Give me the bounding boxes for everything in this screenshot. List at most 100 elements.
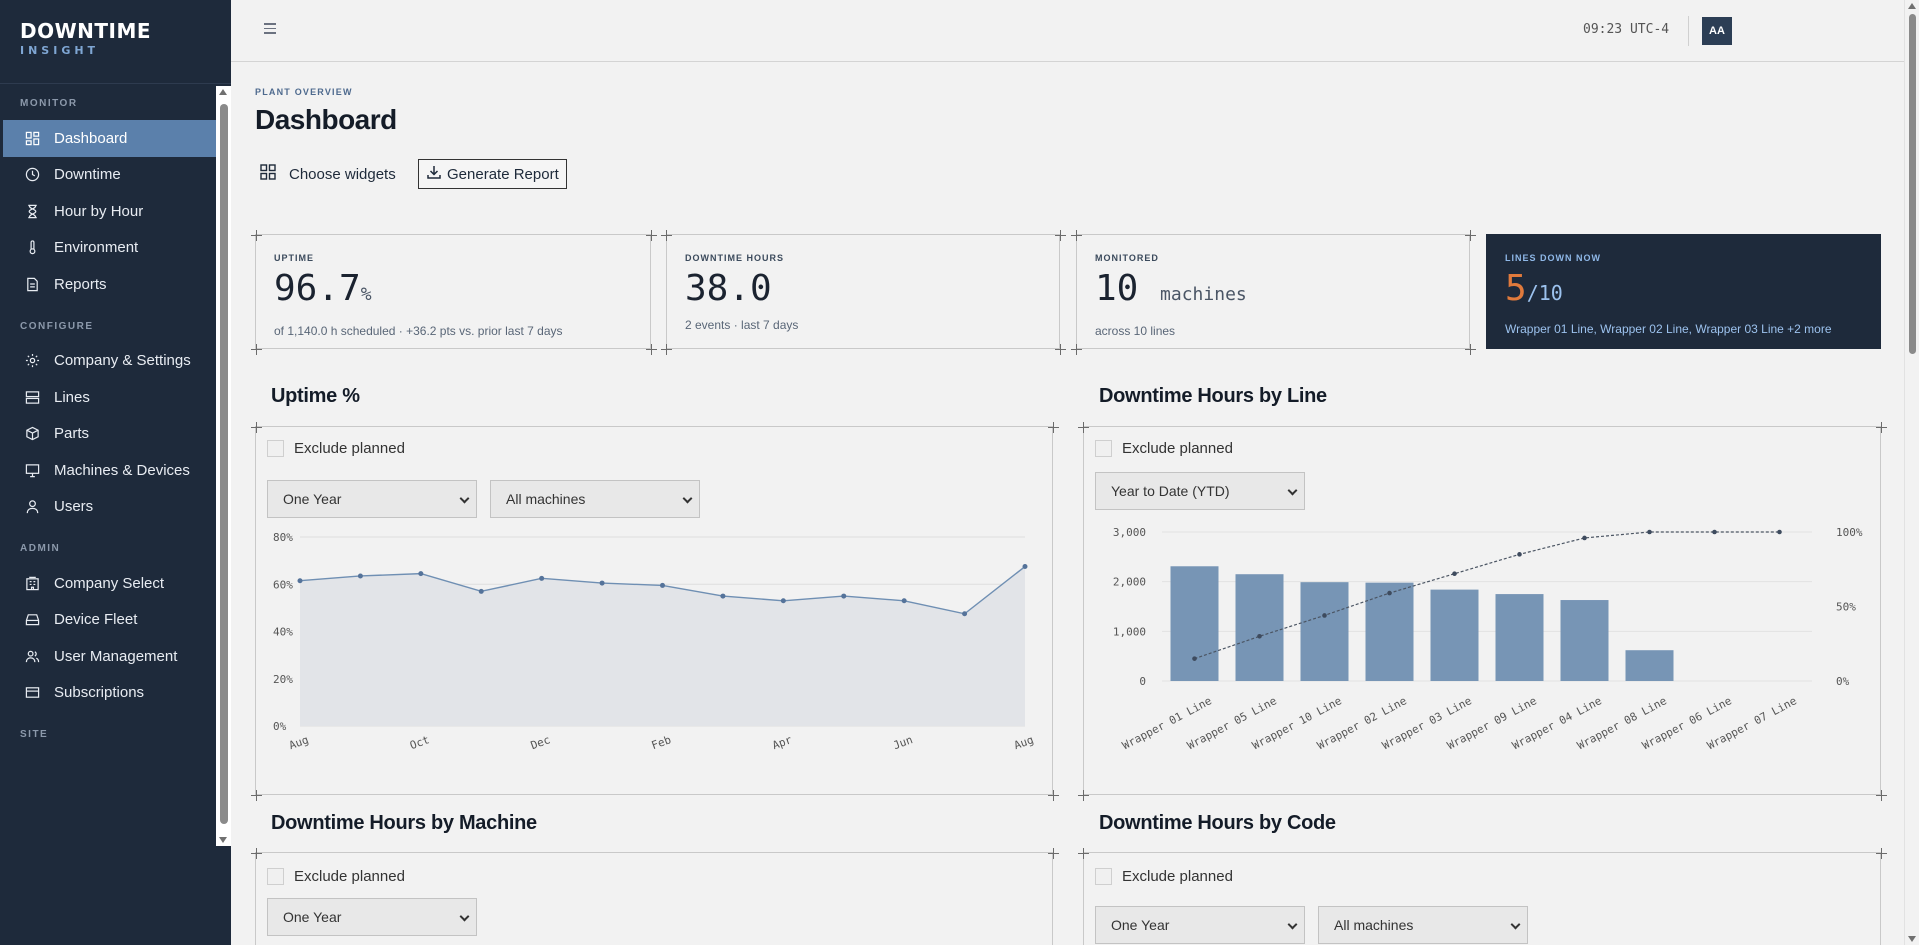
building-icon [24, 575, 40, 591]
data-point [297, 578, 303, 584]
page-eyebrow: PLANT OVERVIEW [255, 87, 353, 97]
choose-widgets-button[interactable]: Choose widgets [260, 159, 396, 189]
sidebar-nav: MONITOR Dashboard Downtime Hour by Hour Envi… [0, 86, 216, 846]
sidebar-item-parts[interactable]: Parts [0, 416, 216, 453]
area-fill [300, 566, 1025, 726]
data-point [660, 582, 665, 588]
sidebar-item-dashboard[interactable]: Dashboard [3, 120, 216, 157]
lines-icon [24, 389, 40, 405]
y2-tick-label: 50% [1836, 601, 1856, 614]
sidebar-item-device-fleet[interactable]: Device Fleet [0, 602, 216, 639]
corner-plus-icon [251, 230, 262, 241]
page-scrollbar[interactable] [1904, 0, 1919, 945]
kpi-value: 38.0 [685, 268, 772, 309]
kpi-value: 96.7% [274, 269, 632, 315]
bar [1170, 566, 1219, 681]
range-select[interactable]: One Year [267, 898, 477, 936]
scroll-down-arrow-icon[interactable] [1908, 936, 1916, 942]
kpi-lines-down-card[interactable]: LINES DOWN NOW 5/10 Wrapper 01 Line, Wra… [1486, 234, 1881, 349]
data-point [780, 598, 786, 604]
divider [1688, 16, 1689, 46]
sidebar-item-label: Environment [54, 239, 139, 257]
sidebar-item-label: Parts [54, 425, 90, 443]
checkbox-label: Exclude planned [1122, 440, 1233, 457]
brand-logo[interactable]: DOWNTIME INSIGHT [0, 0, 231, 84]
box-icon [24, 426, 40, 442]
corner-plus-icon [1071, 230, 1082, 241]
sidebar-item-hour-by-hour[interactable]: Hour by Hour [0, 193, 216, 230]
x-tick-label: Aug [1012, 733, 1035, 752]
gear-icon [24, 353, 40, 369]
sidebar-item-label: Hour by Hour [54, 202, 144, 220]
machines-select[interactable]: All machines [490, 480, 700, 518]
kpi-label: MONITORED [1095, 253, 1159, 263]
scroll-up-arrow-icon[interactable] [219, 89, 227, 95]
y-tick-label: 3,000 [1113, 526, 1146, 539]
data-point [1022, 564, 1028, 570]
menu-toggle-icon[interactable] [264, 23, 276, 35]
clock-icon [24, 167, 40, 183]
kpi-number: 5 [1505, 268, 1527, 309]
sidebar-item-user-management[interactable]: User Management [0, 638, 216, 675]
avatar[interactable]: AA [1702, 17, 1732, 45]
kpi-unit: machines [1160, 284, 1247, 305]
page-scroll-thumb[interactable] [1909, 14, 1916, 354]
sidebar-item-lines[interactable]: Lines [0, 379, 216, 416]
uptime-chart: 0% 20% 40% 60% 80% Aug Oct Dec Feb Apr Jun Aug [273, 531, 1035, 752]
checkbox-box[interactable] [1095, 440, 1112, 457]
checkbox-box[interactable] [267, 440, 284, 457]
kpi-value: 10 machines [1095, 269, 1451, 315]
bar [1560, 600, 1609, 681]
chevron-down-icon [459, 493, 470, 504]
sidebar-item-subscriptions[interactable]: Subscriptions [0, 675, 216, 712]
generate-report-button[interactable]: Generate Report [418, 159, 567, 189]
sidebar-scrollbar[interactable] [216, 86, 231, 846]
corner-plus-icon [661, 230, 672, 241]
chevron-down-icon [459, 911, 470, 922]
range-select[interactable]: One Year [1095, 906, 1305, 944]
machines-select[interactable]: All machines [1318, 906, 1528, 944]
exclude-planned-checkbox[interactable]: Exclude planned [267, 868, 405, 885]
user-icon [24, 499, 40, 515]
sidebar-item-label: Users [54, 498, 94, 516]
kpi-uptime-card: UPTIME 96.7% of 1,140.0 h scheduled · +3… [255, 234, 651, 349]
sidebar-item-users[interactable]: Users [0, 489, 216, 526]
corner-plus-icon [1078, 848, 1089, 859]
sidebar: DOWNTIME INSIGHT MONITOR Dashboard Downtim… [0, 0, 231, 945]
checkbox-box[interactable] [267, 868, 284, 885]
sidebar-item-machines-devices[interactable]: Machines & Devices [0, 452, 216, 489]
cumulative-point [1777, 529, 1782, 535]
select-value: All machines [506, 491, 586, 507]
data-point [478, 588, 484, 594]
scroll-down-arrow-icon[interactable] [219, 837, 227, 843]
exclude-planned-checkbox[interactable]: Exclude planned [267, 440, 405, 457]
exclude-planned-checkbox[interactable]: Exclude planned [1095, 440, 1233, 457]
sidebar-item-environment[interactable]: Environment [0, 230, 216, 267]
thermometer-icon [24, 240, 40, 256]
sidebar-item-label: Company & Settings [54, 352, 191, 370]
exclude-planned-checkbox[interactable]: Exclude planned [1095, 868, 1233, 885]
sidebar-item-reports[interactable]: Reports [0, 266, 216, 303]
chevron-down-icon [1287, 919, 1298, 930]
y-tick-label: 0 [1139, 675, 1146, 688]
chevron-down-icon [1510, 919, 1521, 930]
sidebar-item-company-settings[interactable]: Company & Settings [0, 343, 216, 380]
sidebar-item-downtime[interactable]: Downtime [0, 157, 216, 194]
cumulative-point [1192, 656, 1197, 661]
range-select[interactable]: Year to Date (YTD) [1095, 472, 1305, 510]
bar [1235, 574, 1284, 681]
corner-plus-icon [1048, 790, 1059, 801]
checkbox-box[interactable] [1095, 868, 1112, 885]
corner-plus-icon [1048, 422, 1059, 433]
nav-section-configure: CONFIGURE [20, 320, 94, 332]
by-machine-panel: Exclude planned One Year [255, 852, 1053, 945]
sidebar-scroll-thumb[interactable] [220, 104, 228, 824]
data-point [357, 573, 363, 579]
sidebar-item-company-select[interactable]: Company Select [0, 565, 216, 602]
range-select[interactable]: One Year [267, 480, 477, 518]
scroll-up-arrow-icon[interactable] [1908, 3, 1916, 9]
sidebar-item-label: User Management [54, 647, 178, 665]
data-point [720, 593, 726, 599]
nav-section-site: SITE [20, 729, 49, 740]
kpi-monitored-card: MONITORED 10 machines across 10 lines [1076, 234, 1470, 349]
